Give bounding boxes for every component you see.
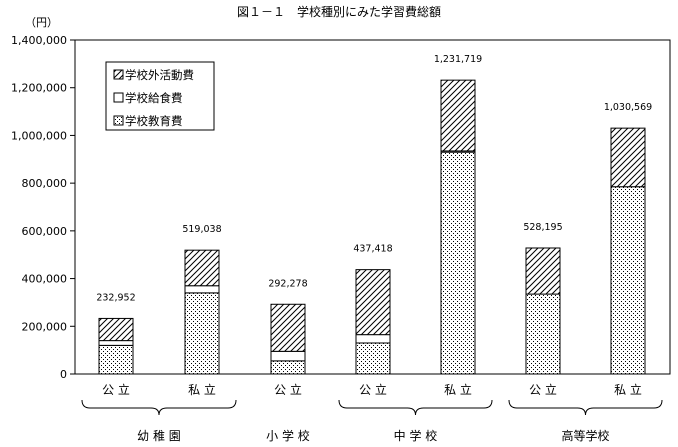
- y-tick-label: 600,000: [22, 225, 68, 238]
- legend-swatch: [113, 69, 124, 80]
- y-axis-ticks: 0 200,000 400,000 600,000 800,000 1,000,000 1,…: [11, 34, 75, 381]
- category-label: 私 立: [188, 382, 216, 397]
- group-label: 高等学校: [561, 428, 609, 443]
- legend-box: [105, 61, 215, 131]
- bar-segment: [525, 247, 561, 295]
- bar-segment: [270, 350, 306, 362]
- group-label: 中 学 校: [394, 428, 438, 443]
- category-label: 公 立: [274, 382, 302, 397]
- total-label: 1,030,569: [604, 102, 652, 113]
- category-label: 公 立: [102, 382, 130, 397]
- category-labels: 公 立私 立公 立公 立私 立公 立私 立: [102, 382, 642, 397]
- group-brace: [81, 399, 237, 416]
- category-label: 公 立: [529, 382, 557, 397]
- bar-segment: [440, 151, 476, 375]
- bar-segment: [355, 269, 391, 336]
- group-labels: 幼 稚 園 小 学 校 中 学 校 高等学校: [81, 399, 663, 443]
- total-label: 437,418: [353, 244, 392, 255]
- y-tick-label: 1,200,000: [11, 82, 67, 95]
- total-label: 519,038: [182, 224, 221, 235]
- bars: [98, 79, 646, 375]
- legend-swatch: [113, 115, 124, 126]
- bar-segment: [610, 127, 646, 188]
- total-label: 1,231,719: [434, 54, 482, 65]
- group-label: 小 学 校: [266, 428, 310, 443]
- bar-segment: [184, 292, 220, 375]
- bar-segment: [98, 344, 134, 375]
- bar-segment: [98, 340, 134, 346]
- category-label: 私 立: [444, 382, 472, 397]
- group-brace: [508, 399, 663, 416]
- total-label: 232,952: [96, 292, 135, 303]
- bar-segment: [610, 186, 646, 375]
- group-brace: [338, 399, 493, 416]
- total-label: 292,278: [268, 278, 307, 289]
- chart-title: 図１－１ 学校種別にみた学習費総額: [237, 4, 441, 19]
- bar-segment: [355, 342, 391, 375]
- bar-segment: [270, 360, 306, 375]
- y-tick-label: 800,000: [22, 177, 68, 190]
- legend-swatch: [113, 92, 124, 103]
- bar-segment: [98, 317, 134, 342]
- y-tick-label: 0: [60, 368, 67, 381]
- bar-segment: [184, 249, 220, 287]
- bar-segment: [440, 79, 476, 152]
- y-tick-label: 1,000,000: [11, 129, 67, 142]
- bar-segment: [270, 303, 306, 352]
- y-axis-unit: （円）: [25, 16, 58, 29]
- y-tick-label: 1,400,000: [11, 34, 67, 47]
- bar-segment: [355, 334, 391, 344]
- bar-segment: [184, 285, 220, 294]
- category-label: 私 立: [614, 382, 642, 397]
- legend-label: 学校給食費: [125, 91, 183, 105]
- category-label: 公 立: [359, 382, 387, 397]
- group-label: 幼 稚 園: [137, 429, 181, 443]
- bar-segment: [525, 293, 561, 375]
- legend-label: 学校教育費: [125, 114, 183, 128]
- y-tick-label: 400,000: [22, 273, 68, 286]
- legend-label: 学校外活動費: [125, 68, 194, 82]
- total-labels: 232,952 519,038 292,278 437,418 1,231,719 528…: [96, 54, 652, 303]
- y-tick-label: 200,000: [22, 320, 68, 333]
- total-label: 528,195: [523, 222, 562, 233]
